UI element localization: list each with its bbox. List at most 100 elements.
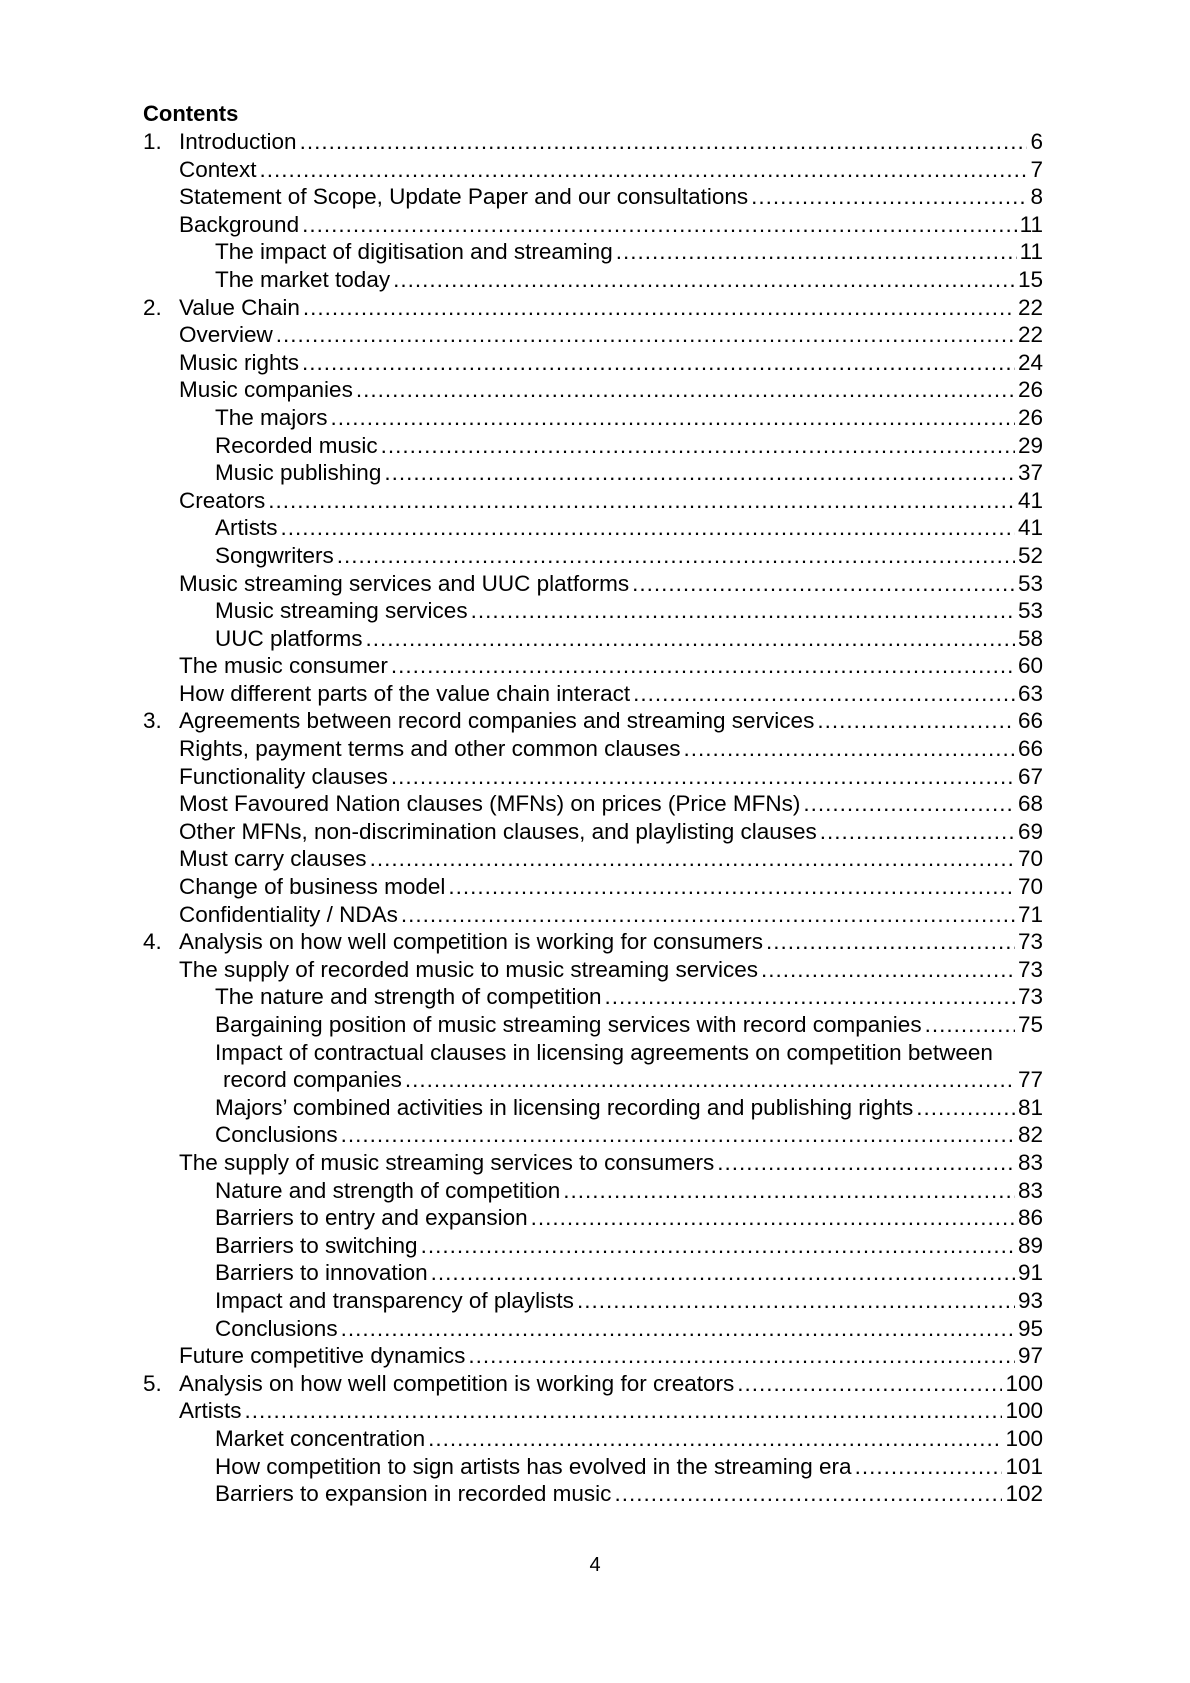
toc-entry-title[interactable]: Nature and strength of competition [215, 1177, 561, 1203]
toc-page-number[interactable]: 93 [1017, 1287, 1043, 1313]
toc-entry-title[interactable]: Must carry clauses [179, 846, 367, 872]
toc-page-number[interactable]: 6 [1030, 129, 1043, 154]
toc-page-number[interactable]: 70 [1017, 846, 1043, 872]
toc-entry[interactable]: 2. Value Chain 22 [143, 294, 1043, 322]
toc-entry-title[interactable]: Barriers to expansion in recorded music [215, 1481, 612, 1507]
toc-entry-title[interactable]: Music publishing [215, 460, 382, 486]
toc-page-number[interactable]: 22 [1017, 322, 1043, 348]
toc-entry-title[interactable]: Conclusions [215, 1122, 338, 1148]
toc-page-number[interactable]: 77 [1017, 1067, 1043, 1093]
toc-entry-title[interactable]: The nature and strength of competition [215, 984, 602, 1010]
toc-entry[interactable]: Conclusions 95 [143, 1315, 1043, 1343]
toc-entry-title[interactable]: Artists [179, 1398, 242, 1424]
toc-entry[interactable]: Functionality clauses 67 [143, 763, 1043, 791]
toc-entry[interactable]: Music publishing 37 [143, 459, 1043, 487]
toc-page-number[interactable]: 41 [1017, 515, 1043, 541]
toc-entry-title[interactable]: Analysis on how well competition is work… [179, 1370, 735, 1396]
toc-page-number[interactable]: 63 [1017, 680, 1043, 706]
toc-entry-title[interactable]: Conclusions [215, 1315, 338, 1341]
toc-entry[interactable]: record companies 77 [143, 1066, 1043, 1094]
toc-entry[interactable]: Other MFNs, non-discrimination clauses, … [143, 818, 1043, 846]
toc-entry[interactable]: Barriers to switching 89 [143, 1232, 1043, 1260]
toc-page-number[interactable]: 100 [1005, 1425, 1043, 1451]
toc-entry-title[interactable]: Creators [179, 487, 266, 513]
toc-page-number[interactable]: 83 [1017, 1177, 1043, 1203]
toc-entry-title[interactable]: Impact and transparency of playlists [215, 1287, 574, 1313]
toc-entry-title[interactable]: How different parts of the value chain i… [179, 680, 631, 706]
toc-page-number[interactable]: 97 [1017, 1343, 1043, 1369]
toc-entry[interactable]: The music consumer 60 [143, 652, 1043, 680]
toc-page-number[interactable]: 11 [1019, 211, 1043, 237]
toc-entry[interactable]: Music companies 26 [143, 376, 1043, 404]
toc-page-number[interactable]: 41 [1017, 487, 1043, 513]
toc-page-number[interactable]: 102 [1005, 1481, 1043, 1507]
toc-entry[interactable]: Barriers to entry and expansion 86 [143, 1204, 1043, 1232]
toc-entry-title[interactable]: The impact of digitisation and streaming [215, 239, 613, 265]
toc-entry-title[interactable]: Barriers to switching [215, 1232, 418, 1258]
toc-page-number[interactable]: 24 [1017, 349, 1043, 375]
toc-entry[interactable]: Conclusions 82 [143, 1121, 1043, 1149]
toc-entry[interactable]: Must carry clauses 70 [143, 845, 1043, 873]
toc-entry[interactable]: 3. Agreements between record companies an… [143, 707, 1043, 735]
toc-entry[interactable]: Background 11 [143, 211, 1043, 239]
toc-entry-title[interactable]: The music consumer [179, 653, 388, 679]
toc-page-number[interactable]: 53 [1017, 598, 1043, 624]
toc-entry-title[interactable]: Other MFNs, non-discrimination clauses, … [179, 818, 817, 844]
toc-entry-title[interactable]: Value Chain [179, 294, 300, 320]
toc-page-number[interactable]: 70 [1017, 874, 1043, 900]
toc-entry[interactable]: Rights, payment terms and other common c… [143, 735, 1043, 763]
toc-entry[interactable]: Barriers to innovation 91 [143, 1259, 1043, 1287]
toc-entry[interactable]: Future competitive dynamics 97 [143, 1342, 1043, 1370]
toc-page-number[interactable]: 8 [1030, 184, 1043, 210]
toc-entry-title[interactable]: Most Favoured Nation clauses (MFNs) on p… [179, 791, 801, 817]
toc-entry-title[interactable]: Functionality clauses [179, 763, 388, 789]
toc-entry-title[interactable]: The supply of recorded music to music st… [179, 956, 758, 982]
toc-page-number[interactable]: 15 [1017, 266, 1043, 292]
toc-page-number[interactable]: 82 [1017, 1122, 1043, 1148]
toc-entry[interactable]: Music streaming services 53 [143, 597, 1043, 625]
toc-entry[interactable]: The market today 15 [143, 266, 1043, 294]
toc-page-number[interactable]: 52 [1017, 542, 1043, 568]
toc-entry-title[interactable]: Rights, payment terms and other common c… [179, 736, 681, 762]
toc-entry-title[interactable]: Change of business model [179, 874, 446, 900]
toc-entry-title[interactable]: UUC platforms [215, 625, 363, 651]
toc-page-number[interactable]: 58 [1017, 625, 1043, 651]
toc-page-number[interactable]: 91 [1017, 1260, 1043, 1286]
toc-page-number[interactable]: 81 [1017, 1094, 1043, 1120]
toc-entry[interactable]: The majors 26 [143, 404, 1043, 432]
toc-entry[interactable]: Music rights 24 [143, 349, 1043, 377]
toc-page-number[interactable]: 100 [1005, 1398, 1043, 1424]
toc-entry[interactable]: Barriers to expansion in recorded music 1… [143, 1480, 1043, 1508]
toc-page-number[interactable]: 73 [1017, 956, 1043, 982]
toc-entry[interactable]: 5. Analysis on how well competition is wo… [143, 1370, 1043, 1398]
toc-entry-title[interactable]: Background [179, 211, 300, 237]
toc-page-number[interactable]: 83 [1017, 1149, 1043, 1175]
toc-entry-title[interactable]: Introduction [179, 129, 297, 154]
toc-entry[interactable]: Music streaming services and UUC platfor… [143, 570, 1043, 598]
toc-entry[interactable]: Impact and transparency of playlists 93 [143, 1287, 1043, 1315]
toc-entry-title[interactable]: Barriers to innovation [215, 1260, 428, 1286]
toc-entry-title[interactable]: Context [179, 156, 257, 182]
toc-entry-title[interactable]: Future competitive dynamics [179, 1343, 466, 1369]
toc-entry-title[interactable]: The market today [215, 266, 391, 292]
toc-page-number[interactable]: 100 [1005, 1370, 1043, 1396]
toc-page-number[interactable]: 66 [1017, 736, 1043, 762]
toc-page-number[interactable]: 26 [1017, 404, 1043, 430]
toc-entry-title[interactable]: Recorded music [215, 432, 378, 458]
toc-entry[interactable]: Context 7 [143, 156, 1043, 184]
toc-entry-title[interactable]: Music streaming services and UUC platfor… [179, 570, 630, 596]
toc-page-number[interactable]: 86 [1017, 1205, 1043, 1231]
toc-page-number[interactable]: 89 [1017, 1232, 1043, 1258]
toc-page-number[interactable]: 73 [1017, 984, 1043, 1010]
toc-entry[interactable]: 1. Introduction 6 [143, 128, 1043, 156]
toc-entry[interactable]: The impact of digitisation and streaming… [143, 238, 1043, 266]
toc-entry[interactable]: How different parts of the value chain i… [143, 680, 1043, 708]
toc-entry[interactable]: Overview 22 [143, 321, 1043, 349]
toc-page-number[interactable]: 95 [1017, 1315, 1043, 1341]
toc-page-number[interactable]: 73 [1017, 929, 1043, 955]
toc-entry-title[interactable]: Music rights [179, 349, 300, 375]
toc-page-number[interactable]: 53 [1017, 570, 1043, 596]
toc-entry[interactable]: Songwriters 52 [143, 542, 1043, 570]
toc-entry-title[interactable]: Market concentration [215, 1425, 426, 1451]
toc-page-number[interactable]: 11 [1019, 239, 1043, 265]
